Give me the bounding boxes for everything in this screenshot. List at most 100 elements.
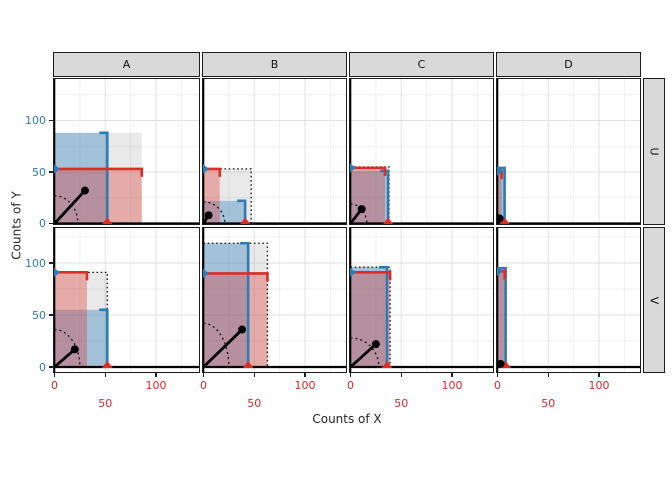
blue-staple <box>497 166 506 224</box>
dotted-rect <box>349 266 391 368</box>
y-tick-mark <box>49 171 53 173</box>
facet-strip-col-D: D <box>496 52 641 77</box>
blue-rect <box>497 268 506 367</box>
origin-segment <box>349 343 377 369</box>
blue-rect <box>54 309 108 367</box>
panel-A-U <box>53 78 200 225</box>
x-tick-label: 50 <box>541 397 556 410</box>
y-tick-label: 100 <box>25 256 46 270</box>
x-tick-mark <box>253 373 255 377</box>
x-tick-label: 50 <box>247 397 262 410</box>
x-axis-title: Counts of X <box>312 412 382 426</box>
data-point <box>371 340 380 349</box>
origin-segment <box>53 348 76 369</box>
x-tick-label: 100 <box>294 379 316 392</box>
red-rect <box>54 168 142 224</box>
blue-staple <box>380 169 390 224</box>
x-tick-label: 100 <box>588 379 610 392</box>
red-staple <box>203 272 269 282</box>
x-tick-mark <box>202 373 205 377</box>
data-point <box>238 325 247 334</box>
x-tick-mark <box>598 373 600 377</box>
red-rect <box>350 272 391 367</box>
red-marker <box>101 217 113 225</box>
panel-A-V <box>53 227 200 373</box>
panel-D-U <box>496 78 641 225</box>
blue-staple <box>99 308 109 367</box>
panel-B-U <box>202 78 347 225</box>
x-tick-label: 0 <box>51 379 58 392</box>
dotted-arc <box>54 195 79 224</box>
facet-strip-label: C <box>417 58 426 71</box>
x-tick-label: 100 <box>145 379 167 392</box>
facet-strip-label: D <box>564 58 573 71</box>
x-tick-mark <box>304 373 306 377</box>
blue-marker <box>53 267 60 278</box>
panel-border <box>53 227 200 373</box>
blue-marker <box>202 268 209 279</box>
blue-marker <box>349 162 356 173</box>
gray-rect <box>54 272 108 367</box>
panel-border <box>496 227 641 373</box>
facet-strip-label: V <box>647 296 661 304</box>
panel-border <box>349 78 494 225</box>
x-tick-label: 50 <box>98 397 113 410</box>
x-tick-label: 0 <box>494 379 501 392</box>
x-tick-label: 50 <box>394 397 409 410</box>
facet-strip-col-B: B <box>202 52 347 77</box>
x-tick-label: 0 <box>347 379 354 392</box>
blue-rect <box>54 132 108 224</box>
blue-rect <box>497 167 505 224</box>
dotted-arc <box>350 203 368 224</box>
red-marker <box>382 217 394 225</box>
red-staple <box>350 166 387 176</box>
red-staple <box>54 167 144 177</box>
red-marker <box>381 361 393 368</box>
blue-marker <box>349 267 356 278</box>
dotted-arc <box>350 337 380 368</box>
x-tick-mark <box>400 373 402 377</box>
data-point <box>80 186 89 195</box>
y-tick-label: 50 <box>32 308 46 322</box>
y-tick-label: 50 <box>32 165 46 179</box>
origin-segment <box>53 189 86 225</box>
panel-border <box>202 227 347 373</box>
panel-B-V <box>202 227 347 373</box>
blue-staple <box>240 241 250 367</box>
x-tick-mark <box>53 373 56 377</box>
panel-border <box>349 227 494 373</box>
y-tick-mark <box>49 314 53 316</box>
x-tick-mark <box>104 373 106 377</box>
red-staple <box>54 271 89 281</box>
red-rect <box>497 271 505 367</box>
panel-border <box>202 78 347 225</box>
gray-rect <box>497 268 506 367</box>
blue-marker <box>496 165 503 176</box>
data-point <box>496 214 504 223</box>
x-tick-mark <box>496 373 499 377</box>
facet-strip-row-U: U <box>643 78 665 225</box>
blue-staple <box>379 265 389 367</box>
blue-staple <box>237 199 247 224</box>
facet-strip-col-A: A <box>53 52 200 77</box>
x-tick-label: 100 <box>441 379 463 392</box>
facet-strip-label: B <box>270 58 279 71</box>
blue-staple <box>99 131 109 224</box>
blue-marker <box>53 163 60 174</box>
facet-strip-label: U <box>647 147 661 156</box>
red-marker <box>101 361 113 368</box>
y-tick-mark <box>49 262 53 264</box>
facet-strip-row-V: V <box>643 227 665 373</box>
red-marker <box>239 217 251 225</box>
y-tick-mark <box>49 366 53 368</box>
data-point <box>357 205 366 214</box>
red-rect <box>203 168 220 224</box>
red-staple <box>350 271 392 281</box>
red-rect <box>497 170 502 224</box>
red-rect <box>203 273 268 367</box>
blue-marker <box>202 163 209 174</box>
blue-rect <box>203 200 246 224</box>
blue-staple <box>497 266 507 367</box>
panel-C-V <box>349 227 494 373</box>
